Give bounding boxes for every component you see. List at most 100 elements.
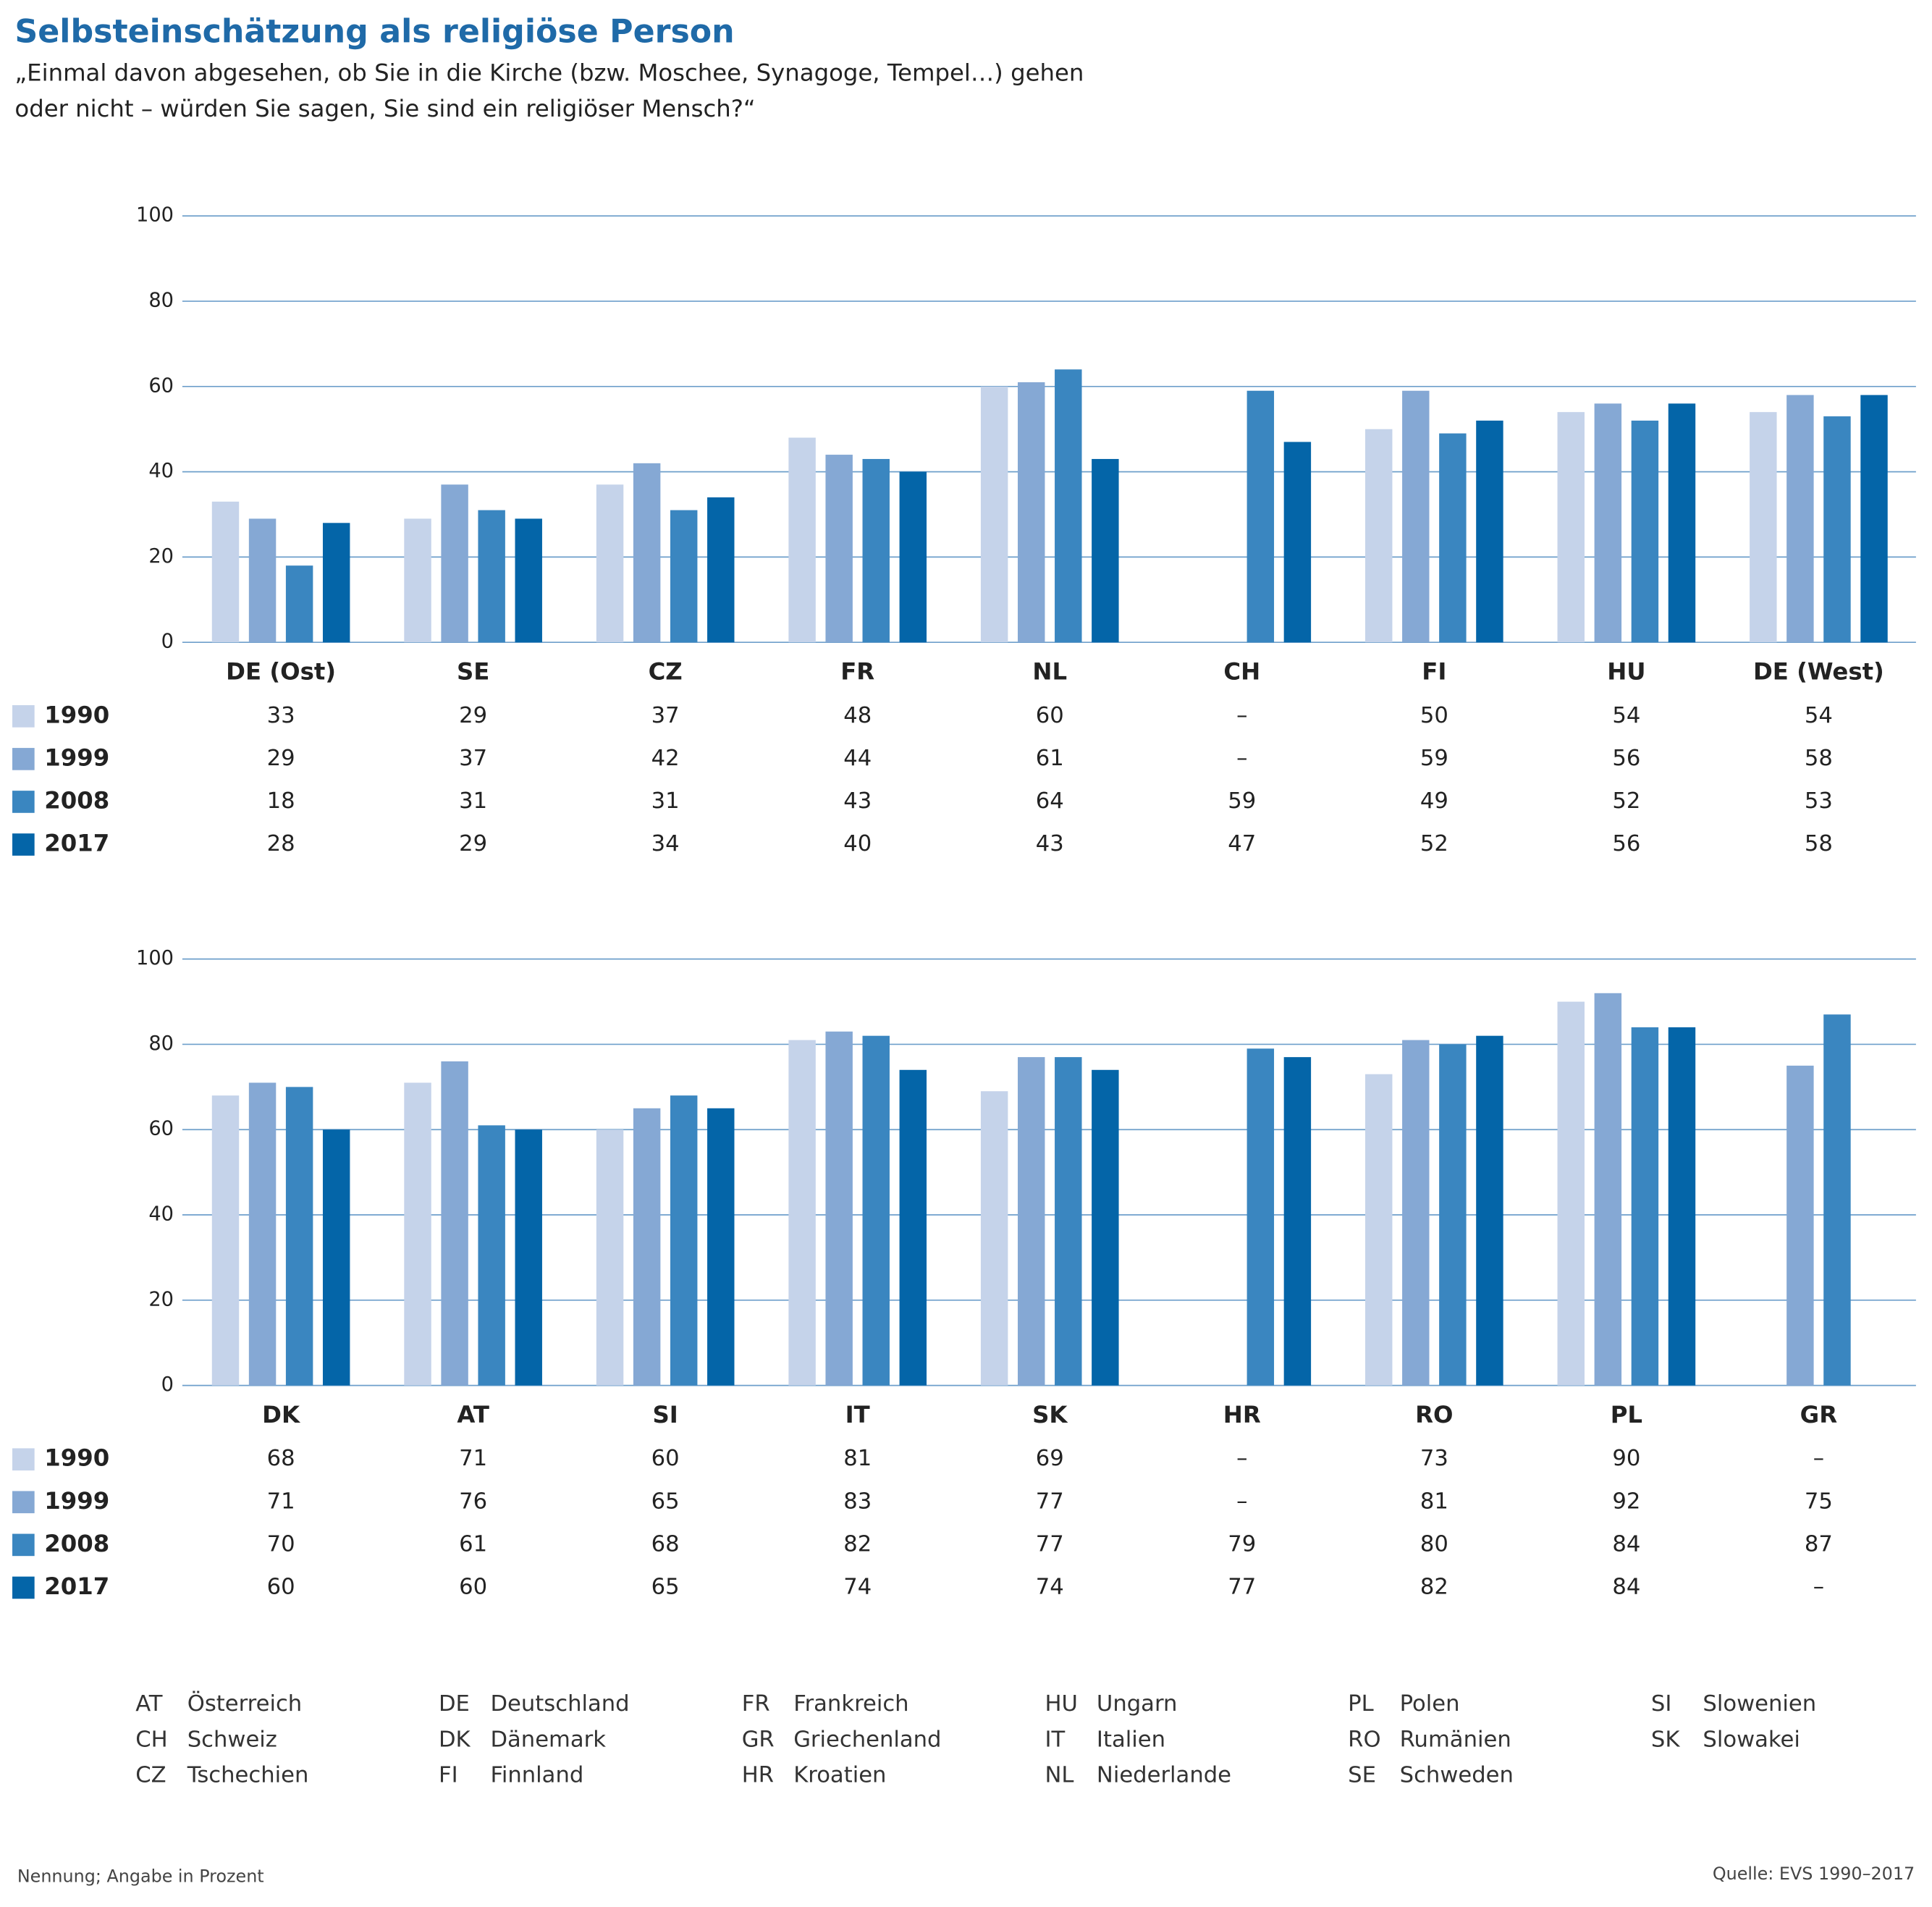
y-tick-label: 100 [136,947,174,969]
table-missing: – [1813,1574,1824,1599]
bar [1631,1027,1659,1386]
y-tick-label: 60 [148,374,174,397]
x-tick-label: DE (Ost) [226,658,336,686]
bar [404,518,431,643]
bar [1092,458,1119,643]
table-value: 81 [843,1446,872,1471]
table-value: 77 [1036,1489,1064,1514]
table-value: 52 [1612,788,1640,814]
legend-label: 1999 [44,744,109,771]
x-tick-label: FR [840,658,874,686]
abbr-name: Schweiz [187,1727,277,1752]
bar [980,386,1008,643]
bar [478,510,505,643]
table-value: 60 [651,1446,680,1471]
x-tick-label: PL [1611,1401,1642,1428]
table-value: 60 [267,1574,295,1599]
table-value: 68 [267,1446,295,1471]
table-value: 65 [651,1574,680,1599]
table-value: 58 [1805,746,1833,771]
legend-label: 2008 [44,786,109,814]
x-tick-label: AT [457,1401,489,1428]
bar [441,484,468,643]
bar [633,1108,661,1386]
legend-label: 1999 [44,1487,109,1515]
bar [1017,1057,1045,1386]
legend-label: 2017 [44,830,109,857]
legend-label: 2008 [44,1530,109,1557]
y-tick-label: 0 [161,1373,174,1396]
table-value: 87 [1805,1531,1833,1557]
table-missing: – [1236,703,1247,728]
bar [825,1031,853,1386]
bar [1439,1044,1467,1386]
abbr-code: FR [742,1691,770,1717]
bar [899,1069,927,1386]
abbr-code: SE [1348,1763,1376,1788]
abbr-name: Dänemark [490,1727,606,1752]
x-tick-label: RO [1415,1401,1453,1428]
table-value: 61 [459,1531,487,1557]
bar [248,518,277,643]
x-tick-label: SK [1032,1401,1068,1428]
bar [670,510,698,643]
table-value: 77 [1036,1531,1064,1557]
bar [633,463,661,643]
abbr-name: Österreich [187,1691,302,1717]
abbr-code: HR [742,1763,774,1788]
table-value: 84 [1612,1531,1640,1557]
abbr-name: Niederlande [1097,1763,1231,1788]
abbr-code: AT [135,1691,163,1717]
bar [1439,433,1467,643]
bar [404,1082,431,1386]
abbr-code: DK [439,1727,471,1752]
bar [1283,1057,1312,1386]
abbr-code: PL [1348,1691,1374,1717]
x-tick-label: HR [1223,1401,1261,1428]
bar [1860,395,1888,643]
bar [1017,382,1045,643]
abbr-name: Frankreich [793,1691,908,1717]
bar [1402,390,1430,643]
bar [1476,1035,1503,1386]
table-value: 70 [267,1531,295,1557]
table-value: 48 [843,703,872,728]
table-value: 84 [1612,1574,1640,1599]
title: Selbsteinschätzung als religiöse Person [14,13,734,50]
bar [1750,412,1777,643]
abbr-name: Finnland [490,1763,583,1788]
table-value: 68 [651,1531,680,1557]
table-value: 49 [1420,788,1448,814]
bar [862,458,890,643]
bar [1631,420,1659,643]
table-value: 74 [843,1574,872,1599]
legend-swatch [12,833,35,856]
x-tick-label: HU [1607,658,1645,686]
y-tick-label: 100 [136,204,174,227]
abbr-code: NL [1045,1763,1073,1788]
table-value: 64 [1036,788,1064,814]
bar [1594,993,1622,1386]
table-missing: – [1813,1446,1824,1471]
bar [1823,1014,1851,1386]
bar [1476,420,1503,643]
x-tick-label: SI [653,1401,678,1428]
bar [1055,369,1082,643]
bar [211,1095,240,1386]
table-value: 53 [1805,788,1833,814]
bar [862,1035,890,1386]
abbr-code: RO [1348,1727,1380,1752]
x-tick-label: GR [1800,1401,1838,1428]
bar [788,437,816,643]
table-value: 71 [459,1446,487,1471]
abbr-code: CH [135,1727,167,1752]
bar [788,1040,816,1386]
bar [1402,1040,1430,1386]
abbr-code: IT [1045,1727,1065,1752]
bar [285,1087,313,1386]
abbr-code: SK [1651,1727,1680,1752]
table-value: 52 [1420,831,1448,856]
table-value: 59 [1228,788,1256,814]
table-value: 29 [459,703,487,728]
